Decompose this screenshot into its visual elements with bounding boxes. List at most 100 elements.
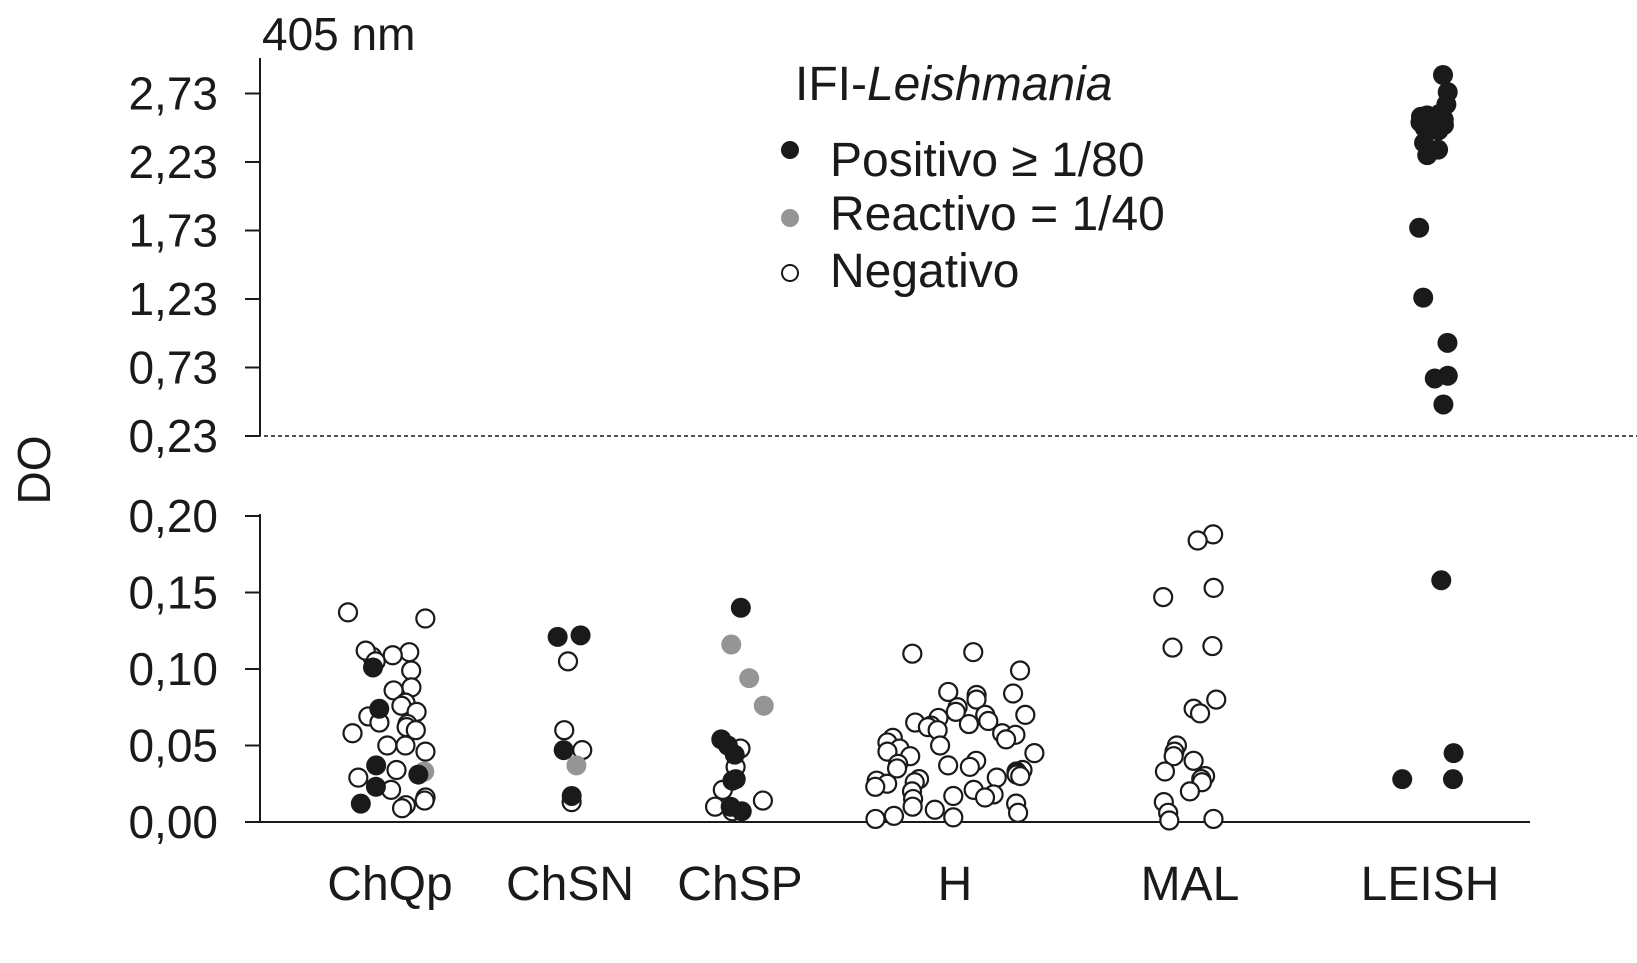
- data-point-chsp-pos: [730, 597, 751, 618]
- data-point-mal-neg: [1202, 635, 1223, 657]
- data-point-chqp-pos: [363, 657, 384, 678]
- data-point-leish-pos: [1428, 120, 1449, 141]
- data-point-mal-neg: [1159, 810, 1180, 831]
- data-point-chsn-pos: [553, 740, 574, 761]
- data-point-mal-neg: [1163, 746, 1184, 767]
- data-point-mal-neg: [1179, 781, 1200, 802]
- legend-title: IFI-Leishmania: [795, 58, 1112, 111]
- data-point-h-neg: [945, 701, 966, 722]
- data-point-chqp-neg: [401, 660, 422, 681]
- x-tick-label-leish: LEISH: [1361, 858, 1500, 911]
- data-point-mal-neg: [1189, 703, 1211, 724]
- legend: IFI-Leishmania Positivo ≥ 1/80 Reactivo …: [781, 58, 1165, 298]
- data-point-chqp-neg: [415, 741, 436, 762]
- legend-label-positivo: Positivo ≥ 1/80: [830, 134, 1145, 187]
- data-point-chqp-neg: [386, 759, 407, 781]
- y-tick-label: 0,05: [128, 720, 218, 772]
- data-point-h-neg: [1002, 683, 1024, 704]
- y-tick-label: 0,15: [128, 567, 218, 619]
- data-point-h-neg: [995, 729, 1017, 750]
- data-point-mal-neg: [1162, 637, 1183, 658]
- data-point-mal-neg: [1203, 577, 1224, 599]
- y-tick-label: 0,23: [128, 410, 218, 462]
- data-point-h-neg: [938, 755, 959, 776]
- data-point-chqp-neg: [382, 645, 403, 666]
- legend-marker-positivo: [781, 141, 799, 159]
- data-point-chqp-neg: [337, 602, 359, 623]
- data-point-chqp-neg: [414, 790, 435, 811]
- data-point-h-neg: [902, 796, 923, 817]
- unit-label: 405 nm: [262, 8, 415, 60]
- data-point-h-neg: [974, 787, 996, 808]
- data-point-chsn-neg: [557, 651, 579, 672]
- y-tick-label: 0,20: [128, 490, 218, 542]
- legend-label-reactivo: Reactivo = 1/40: [830, 188, 1165, 241]
- data-point-h-neg: [865, 776, 886, 797]
- data-point-h-neg: [1015, 704, 1036, 726]
- y-tick-label: 0,00: [128, 796, 218, 848]
- data-point-leish-pos: [1417, 145, 1438, 166]
- data-point-h-neg: [966, 689, 987, 710]
- data-point-chqp-pos: [408, 764, 429, 785]
- y-tick-label: 2,23: [128, 136, 218, 188]
- y-tick-label: 2,73: [128, 68, 218, 120]
- data-point-chsp-pos: [717, 735, 738, 756]
- data-point-chsp-rea: [721, 634, 742, 655]
- data-point-chqp-neg: [348, 767, 369, 788]
- data-point-h-neg: [902, 643, 923, 664]
- y-tick-label: 0,73: [128, 342, 218, 394]
- data-point-leish-pos: [1437, 332, 1458, 353]
- data-point-h-neg: [978, 710, 999, 732]
- x-tick-label-chqp: ChQp: [327, 858, 452, 911]
- data-point-chsn-pos: [561, 785, 582, 806]
- data-point-chsn-pos: [547, 626, 568, 647]
- data-point-mal-neg: [1183, 750, 1204, 771]
- data-point-chqp-neg: [405, 720, 426, 741]
- data-point-chqp-neg: [377, 735, 398, 756]
- data-point-chqp-neg: [415, 608, 436, 629]
- data-point-mal-neg: [1154, 761, 1176, 782]
- data-point-h-neg: [958, 713, 979, 735]
- data-point-h-neg: [865, 808, 886, 830]
- data-point-leish-pos: [1413, 287, 1434, 308]
- legend-label-negativo: Negativo: [830, 245, 1019, 298]
- data-point-h-neg: [943, 785, 964, 807]
- data-point-chsp-pos: [731, 801, 752, 822]
- data-point-h-neg: [1010, 765, 1031, 787]
- x-tick-label-h: H: [938, 858, 973, 911]
- data-point-leish-pos: [1442, 769, 1463, 790]
- legend-marker-negativo: [781, 264, 799, 282]
- data-point-leish-pos: [1433, 394, 1454, 415]
- data-point-h-neg: [943, 807, 964, 828]
- data-point-h-neg: [959, 756, 980, 778]
- data-point-h-neg: [986, 767, 1007, 788]
- y-tick-label: 1,23: [128, 273, 218, 325]
- x-tick-label-chsp: ChSP: [677, 858, 802, 911]
- data-point-leish-pos: [1424, 368, 1445, 389]
- data-point-chsp-pos: [725, 769, 746, 790]
- data-point-chqp-neg: [342, 723, 363, 744]
- data-point-chsp-rea: [739, 668, 760, 689]
- data-point-mal-neg: [1206, 689, 1227, 710]
- y-tick-label: 0,10: [128, 643, 218, 695]
- data-point-h-neg: [886, 758, 908, 779]
- data-point-h-neg: [929, 735, 951, 756]
- data-point-chqp-pos: [369, 698, 390, 719]
- data-point-chsn-rea: [566, 755, 587, 776]
- x-tick-label-chsn: ChSN: [506, 858, 634, 911]
- data-point-chqp-pos: [366, 755, 387, 776]
- data-point-chqp-pos: [365, 776, 386, 797]
- y-tick-label: 1,73: [128, 205, 218, 257]
- data-point-leish-pos: [1392, 769, 1413, 790]
- data-point-leish-pos: [1443, 743, 1464, 764]
- data-point-h-neg: [1009, 660, 1031, 681]
- data-point-h-neg: [963, 642, 984, 663]
- x-tick-label-mal: MAL: [1141, 858, 1240, 911]
- data-point-chqp-neg: [391, 798, 413, 819]
- data-point-h-neg: [883, 805, 905, 826]
- y-axis-label: DO: [8, 436, 60, 505]
- data-point-chqp-pos: [350, 793, 371, 814]
- data-point-leish-pos: [1409, 217, 1430, 238]
- legend-marker-reactivo: [781, 209, 799, 227]
